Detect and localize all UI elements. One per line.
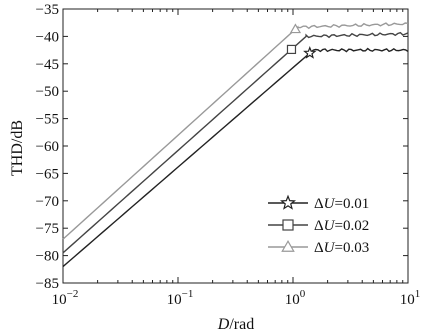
y-tick-label: −80 <box>36 249 59 265</box>
x-tick-label: 101 <box>400 288 421 308</box>
x-tick-label: 100 <box>285 288 306 308</box>
legend-marker-2 <box>283 220 293 230</box>
y-tick-label: −45 <box>36 57 59 73</box>
y-tick-label: −75 <box>36 221 59 237</box>
x-axis-unit: /rad <box>229 316 254 333</box>
legend-label-3: ΔU=0.03 <box>314 240 369 256</box>
legend-label-2: ΔU=0.02 <box>314 218 369 234</box>
y-tick-label: −65 <box>36 166 59 182</box>
series-marker-2 <box>287 45 295 53</box>
series-marker-3 <box>291 25 300 33</box>
x-tick-label: 10−1 <box>167 288 194 308</box>
y-tick-label: −40 <box>36 29 59 45</box>
x-axis-title: D/rad <box>217 316 254 333</box>
y-axis-title: THD/dB <box>9 120 26 176</box>
y-tick-label: −85 <box>36 276 59 292</box>
legend-label-1: ΔU=0.01 <box>314 196 369 212</box>
x-axis-var: D <box>217 316 230 333</box>
y-tick-label: −55 <box>36 112 59 128</box>
y-tick-label: −70 <box>36 194 59 210</box>
y-tick-label: −50 <box>36 84 59 100</box>
legend: ΔU=0.01 ΔU=0.02 ΔU=0.03 <box>262 196 402 272</box>
y-tick-label: −60 <box>36 139 59 155</box>
y-tick-label: −35 <box>36 2 59 18</box>
